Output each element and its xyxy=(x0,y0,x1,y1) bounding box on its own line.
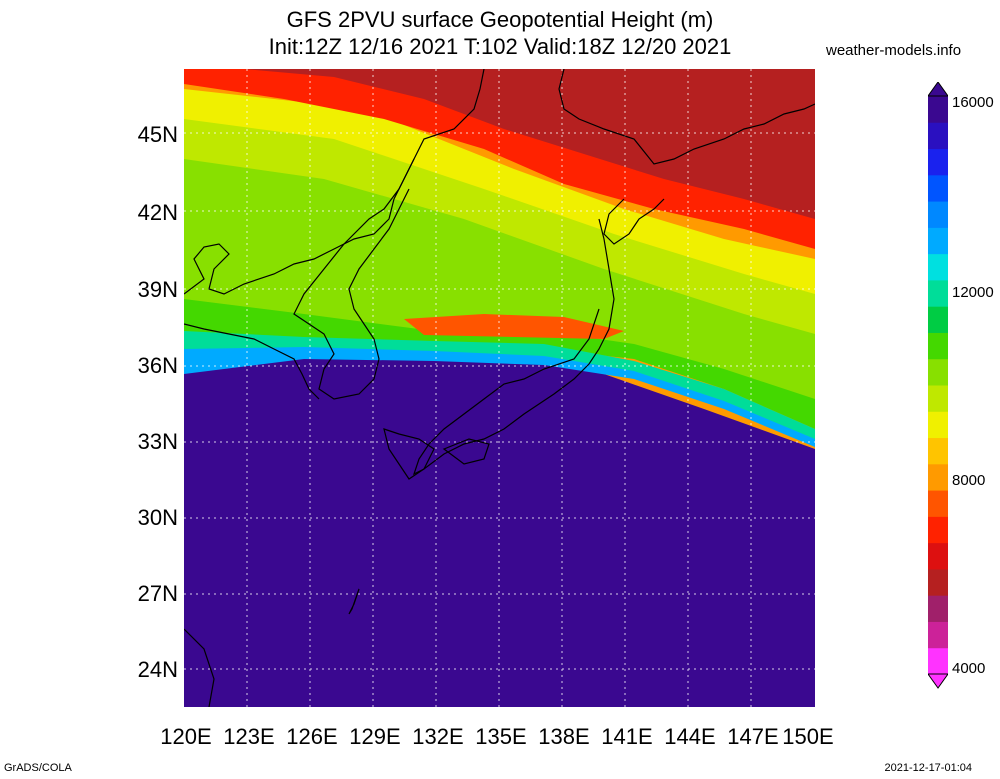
lat-label-45n: 45N xyxy=(137,122,178,147)
colorbar-swatch xyxy=(928,253,948,281)
field-green-band xyxy=(184,159,815,409)
colorbar-swatch xyxy=(928,463,948,491)
colorbar-swatch xyxy=(928,332,948,360)
lon-label-144e: 144E xyxy=(664,724,716,749)
colorbar-swatch xyxy=(928,174,948,202)
lon-label-120e: 120E xyxy=(160,724,212,749)
colorbar-swatch xyxy=(928,358,948,386)
colorbar-swatch xyxy=(928,647,948,675)
lat-label-27n: 27N xyxy=(137,581,178,606)
lon-label-132e: 132E xyxy=(412,724,464,749)
colorbar-swatch xyxy=(928,96,948,123)
brand-label: weather-models.info xyxy=(826,42,962,59)
colorbar-max-arrow xyxy=(928,82,948,96)
colorbar-swatch xyxy=(928,122,948,150)
field-bright-green-band xyxy=(184,299,815,429)
lon-label-123e: 123E xyxy=(223,724,275,749)
footer-software-label: GrADS/COLA xyxy=(4,762,72,774)
lon-label-141e: 141E xyxy=(601,724,653,749)
lat-label-42n: 42N xyxy=(137,200,178,225)
geopotential-field xyxy=(184,69,815,707)
colorbar-swatch xyxy=(928,437,948,465)
colorbar-label-12000: 12000 xyxy=(952,284,994,301)
colorbar-label-16000: 16000 xyxy=(952,94,994,111)
colorbar-swatch xyxy=(928,542,948,570)
colorbar-swatch xyxy=(928,621,948,649)
colorbar-label-8000: 8000 xyxy=(952,472,986,489)
colorbar xyxy=(928,82,948,689)
map-title-line2: Init:12Z 12/16 2021 T:102 Valid:18Z 12/2… xyxy=(268,34,732,59)
colorbar-min-arrow xyxy=(928,674,948,688)
colorbar-swatch xyxy=(928,595,948,622)
colorbar-swatch xyxy=(928,568,948,596)
map-title-line1: GFS 2PVU surface Geopotential Height (m) xyxy=(286,7,714,32)
lon-label-129e: 129E xyxy=(349,724,401,749)
lat-label-36n: 36N xyxy=(137,353,178,378)
colorbar-swatch xyxy=(928,148,948,176)
colorbar-swatch xyxy=(928,279,948,307)
colorbar-swatch xyxy=(928,306,948,333)
coastlines xyxy=(184,69,815,707)
colorbar-swatch xyxy=(928,411,948,439)
lat-label-39n: 39N xyxy=(137,277,178,302)
field-darkred-band xyxy=(244,69,815,219)
map-plot-area xyxy=(184,69,815,707)
lat-label-33n: 33N xyxy=(137,429,178,454)
footer-timestamp: 2021-12-17-01:04 xyxy=(884,762,972,774)
lat-label-24n: 24N xyxy=(137,657,178,682)
colorbar-swatch xyxy=(928,201,948,228)
colorbar-label-4000: 4000 xyxy=(952,660,986,677)
lon-label-135e: 135E xyxy=(475,724,527,749)
colorbar-swatch xyxy=(928,385,948,412)
colorbar-swatch xyxy=(928,490,948,517)
colorbar-swatch xyxy=(928,516,948,544)
lon-label-126e: 126E xyxy=(286,724,338,749)
lat-label-30n: 30N xyxy=(137,505,178,530)
lon-label-138e: 138E xyxy=(538,724,590,749)
colorbar-swatch xyxy=(928,227,948,255)
field-orange-streak xyxy=(404,314,624,339)
lon-label-147e: 147E xyxy=(727,724,779,749)
lon-label-150e: 150E xyxy=(782,724,834,749)
